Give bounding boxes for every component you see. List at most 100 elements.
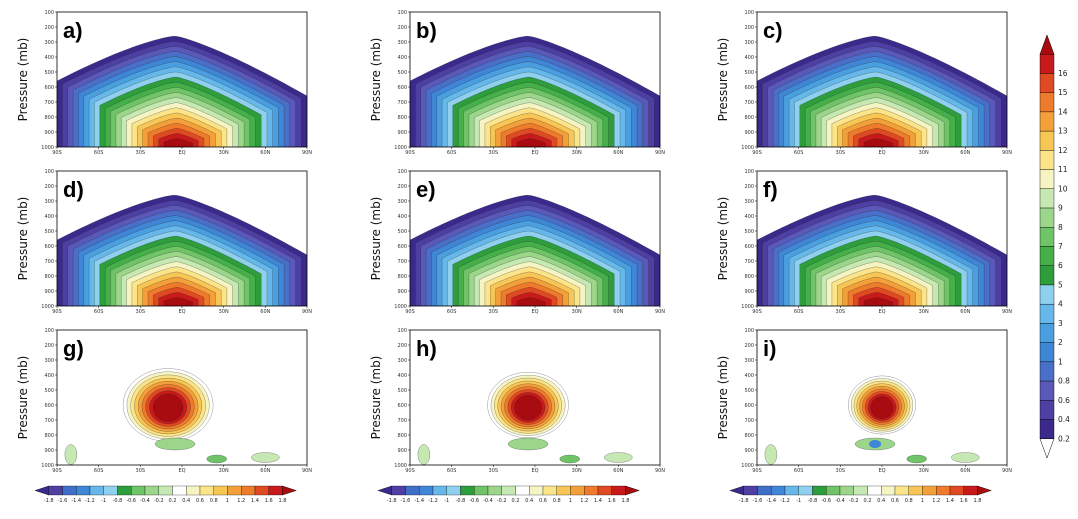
negative-anomaly-patch [604, 452, 633, 463]
colorbar-swatch [936, 485, 951, 496]
y-tick-label: 800 [744, 433, 754, 439]
colorbar-swatch [771, 485, 786, 496]
y-tick-label: 1000 [394, 145, 407, 151]
x-tick-label: 60S [447, 468, 457, 474]
y-tick-label: 900 [44, 448, 54, 454]
contour-field [757, 330, 1007, 465]
panel-label: g) [63, 336, 84, 361]
colorbar-swatch [1039, 111, 1055, 132]
colorbar-swatch [611, 485, 626, 496]
y-axis-label: Pressure (mb) [16, 356, 30, 440]
x-tick-label: 90S [752, 309, 762, 315]
contour-level [870, 396, 894, 419]
y-tick-label: 600 [744, 244, 754, 250]
colorbar-tick-label: 8 [1058, 223, 1063, 232]
colorbar-swatch [556, 485, 571, 496]
negative-anomaly-patch [251, 452, 280, 463]
x-tick-label: 60N [960, 468, 970, 474]
contour-field [57, 171, 307, 306]
colorbar-swatch [1039, 342, 1055, 363]
colorbar-swatch [432, 485, 447, 496]
y-tick-label: 900 [744, 289, 754, 295]
colorbar-tick-label: -0.6 [469, 498, 479, 504]
colorbar-tick-label: 1.4 [251, 498, 259, 504]
colorbar-min-arrow [1039, 438, 1055, 459]
colorbar-swatch [1039, 361, 1055, 382]
contour-level [152, 393, 184, 422]
colorbar-tick-label: -1.6 [753, 498, 763, 504]
colorbar-swatch [853, 485, 868, 496]
y-tick-label: 200 [397, 343, 407, 349]
y-tick-label: 800 [44, 433, 54, 439]
colorbar-tick-label: 0.2 [169, 498, 177, 504]
colorbar-swatch [826, 485, 841, 496]
negative-anomaly-patch [951, 452, 980, 463]
colorbar-max-arrow [1039, 34, 1055, 55]
colorbar-tick-label: -1.2 [428, 498, 438, 504]
x-tick-label: 30N [572, 150, 582, 156]
colorbar-min-arrow [729, 485, 744, 496]
colorbar-tick-label: -0.2 [154, 498, 164, 504]
colorbar-min-arrow [377, 485, 392, 496]
y-tick-label: 300 [397, 358, 407, 364]
y-tick-label: 700 [397, 100, 407, 106]
x-tick-label: EQ [178, 150, 185, 156]
colorbar-swatch [172, 485, 187, 496]
x-tick-label: EQ [878, 468, 885, 474]
x-tick-label: 60S [447, 309, 457, 315]
x-tick-label: EQ [531, 309, 538, 315]
y-tick-label: 1000 [394, 463, 407, 469]
colorbar-tick-label: 11 [1058, 165, 1068, 174]
colorbar-swatch [241, 485, 256, 496]
y-tick-label: 200 [744, 25, 754, 31]
colorbar-tick-label: 3 [1058, 319, 1063, 328]
y-tick-label: 300 [397, 40, 407, 46]
colorbar-swatch [1039, 169, 1055, 190]
negative-anomaly-patch [154, 437, 196, 451]
y-tick-label: 600 [397, 403, 407, 409]
y-tick-label: 200 [397, 25, 407, 31]
colorbar-swatch [89, 485, 104, 496]
y-tick-label: 200 [44, 343, 54, 349]
y-tick-label: 900 [744, 448, 754, 454]
colorbar-tick-label: 1.8 [279, 498, 287, 504]
colorbar-swatch [922, 485, 937, 496]
y-tick-label: 400 [744, 373, 754, 379]
colorbar-swatch [542, 485, 557, 496]
colorbar-tick-label: -0.8 [113, 498, 123, 504]
colorbar-tick-label: 1.6 [960, 498, 968, 504]
y-tick-label: 600 [397, 244, 407, 250]
y-tick-label: 400 [744, 214, 754, 220]
colorbar-swatch [213, 485, 228, 496]
y-tick-label: 300 [744, 358, 754, 364]
contour-level [863, 297, 893, 306]
x-tick-label: 90S [405, 309, 415, 315]
colorbar-tick-label: 0.8 [1058, 377, 1070, 386]
colorbar-tick-label: -0.8 [456, 498, 466, 504]
colorbar-tick-label: 0.8 [905, 498, 913, 504]
contour-field [757, 12, 1007, 147]
colorbar-tick-label: 1.8 [974, 498, 982, 504]
colorbar-tick-label: 4 [1058, 300, 1063, 309]
colorbar-swatch [117, 485, 132, 496]
colorbar-tick-label: 1.4 [946, 498, 954, 504]
colorbar-tick-label: -0.6 [126, 498, 136, 504]
colorbar-swatch [839, 485, 854, 496]
y-axis-label: Pressure (mb) [369, 38, 383, 122]
x-tick-label: 30N [919, 150, 929, 156]
y-tick-label: 500 [744, 70, 754, 76]
colorbar-swatch [76, 485, 91, 496]
colorbar-tick-label: 0.2 [864, 498, 872, 504]
panel-label: d) [63, 177, 84, 202]
x-tick-label: 90S [752, 468, 762, 474]
y-tick-label: 800 [44, 274, 54, 280]
y-axis-label: Pressure (mb) [716, 38, 730, 122]
y-tick-label: 200 [44, 25, 54, 31]
x-tick-label: 30S [836, 468, 846, 474]
x-tick-label: EQ [531, 150, 538, 156]
colorbar-tick-label: 1.2 [580, 498, 588, 504]
y-tick-label: 200 [744, 343, 754, 349]
colorbar-swatch [254, 485, 269, 496]
